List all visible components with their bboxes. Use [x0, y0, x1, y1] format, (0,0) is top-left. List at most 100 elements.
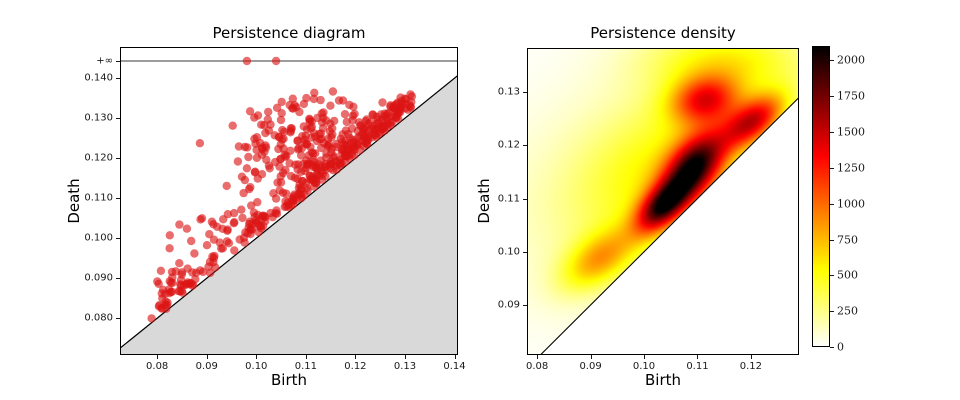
persistence-point [209, 253, 219, 263]
y-tick-mark [523, 92, 527, 94]
persistence-point [259, 221, 268, 231]
persistence-point [197, 214, 207, 223]
persistence-point [361, 123, 370, 132]
persistence-point [293, 174, 302, 184]
persistence-density-plot-area [527, 48, 799, 355]
x-tick-mark [157, 355, 159, 359]
infinity-tick-label: +∞ [96, 55, 113, 67]
y-tick-label: 0.130 [84, 112, 113, 124]
persistence-point [190, 249, 199, 258]
persistence-point [376, 110, 386, 119]
persistence-point [250, 113, 259, 122]
persistence-point [223, 226, 232, 235]
persistence-point [215, 238, 224, 247]
persistence-point [229, 208, 239, 218]
persistence-point [174, 286, 183, 296]
persistence-point [395, 106, 404, 115]
right-plot-title: Persistence density [590, 24, 736, 42]
persistence-point [240, 238, 249, 247]
persistence-point [245, 184, 254, 194]
persistence-point [276, 115, 286, 125]
colorbar-tick-mark [830, 203, 834, 205]
left-plot-spine [120, 47, 458, 355]
colorbar-tick-label: 500 [837, 268, 858, 282]
below-diagonal-region [120, 75, 458, 355]
persistence-point [223, 210, 232, 219]
persistence-point [290, 190, 299, 199]
persistence-point [293, 136, 302, 145]
y-tick-mark [523, 145, 527, 147]
infinity-tick-mark [116, 61, 120, 62]
persistence-point [406, 103, 415, 112]
x-tick-label: 0.13 [393, 361, 417, 372]
persistence-point [328, 87, 338, 96]
colorbar-tick-mark [830, 96, 834, 98]
persistence-point [244, 152, 253, 162]
persistence-point [378, 98, 387, 107]
colorbar-tick-label: 250 [837, 304, 858, 318]
persistence-point [269, 189, 278, 198]
y-tick-mark [523, 251, 527, 253]
persistence-point [272, 103, 282, 112]
persistence-point [257, 170, 267, 179]
y-tick-label: 0.080 [84, 312, 113, 324]
persistence-point [261, 128, 270, 138]
colorbar-tick-label: 0 [837, 340, 844, 354]
persistence-point [279, 144, 288, 153]
colorbar-tick-mark [830, 239, 834, 241]
infinite-persistence-point [271, 56, 281, 66]
persistence-point [282, 189, 291, 198]
persistence-point [250, 212, 259, 221]
persistence-point [222, 181, 231, 191]
y-tick-mark [116, 238, 120, 240]
x-tick-mark [697, 355, 699, 359]
y-tick-label: 0.110 [84, 192, 113, 204]
colorbar-tick-label: 1250 [837, 161, 865, 175]
persistence-point [196, 266, 205, 275]
persistence-point [308, 149, 318, 158]
persistence-point [307, 133, 316, 142]
persistence-point [339, 140, 348, 149]
density-heatmap-canvas [527, 48, 799, 355]
left-plot-title: Persistence diagram [212, 24, 366, 42]
persistence-point [176, 280, 185, 289]
persistence-point [331, 157, 341, 166]
persistence-point [175, 220, 184, 229]
persistence-point [302, 93, 311, 103]
persistence-point [348, 111, 358, 120]
persistence-point [362, 139, 372, 148]
x-tick-label: 0.09 [195, 361, 218, 372]
persistence-point [165, 231, 174, 240]
persistence-point [229, 219, 238, 228]
persistence-point [277, 97, 286, 107]
persistence-point [202, 241, 212, 250]
persistence-point [293, 145, 303, 154]
persistence-point [317, 109, 326, 118]
y-tick-label: 0.12 [497, 139, 520, 151]
persistence-point [247, 201, 256, 210]
persistence-point [327, 133, 336, 142]
colorbar-tick-label: 1750 [837, 89, 865, 103]
persistence-point [342, 117, 351, 127]
persistence-point [368, 110, 377, 119]
persistence-point [161, 297, 170, 306]
y-tick-mark [116, 318, 120, 320]
persistence-point [345, 133, 354, 143]
x-tick-mark [206, 355, 208, 359]
persistence-point [260, 147, 269, 156]
persistence-point [228, 121, 237, 130]
persistence-point [277, 135, 287, 144]
persistence-point [182, 224, 192, 233]
y-tick-label: 0.140 [84, 72, 113, 84]
persistence-point [366, 118, 375, 127]
persistence-diagram-plot-area [120, 47, 458, 355]
persistence-point [324, 140, 333, 149]
x-tick-label: 0.14 [443, 361, 466, 372]
left-y-axis-label: Death [65, 178, 83, 224]
colorbar-tick-mark [830, 60, 834, 62]
y-tick-label: 0.11 [497, 193, 520, 205]
persistence-point [316, 95, 325, 105]
y-tick-mark [523, 198, 527, 200]
persistence-point [165, 244, 174, 253]
persistence-point [288, 94, 297, 103]
